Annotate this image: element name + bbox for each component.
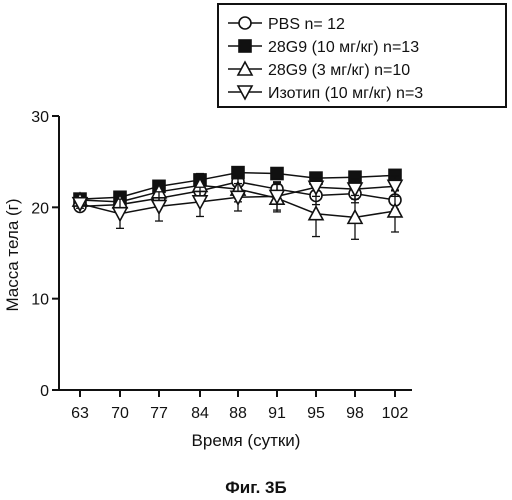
data-point (113, 208, 127, 221)
x-tick-label: 95 (307, 405, 325, 422)
axes: 0 10 20 30 63 70 77 84 88 91 95 98 102 (31, 109, 412, 422)
x-tick-label: 77 (150, 405, 168, 422)
legend-marker (239, 17, 251, 29)
figure-caption: Фиг. 3Б (225, 478, 286, 497)
data-point (271, 168, 283, 180)
y-tick-label: 10 (31, 292, 49, 309)
y-tick-label: 0 (40, 383, 49, 400)
legend-label: Изотип (10 мг/кг) n=3 (268, 85, 423, 102)
legend: PBS n= 12 28G9 (10 мг/кг) n=13 28G9 (3 мг/… (218, 4, 506, 107)
legend-marker (239, 40, 251, 52)
y-tick-label: 30 (31, 109, 49, 126)
x-tick-label: 91 (268, 405, 286, 422)
legend-label: 28G9 (3 мг/кг) n=10 (268, 62, 410, 79)
data-point (309, 207, 323, 220)
x-tick-label: 102 (382, 405, 409, 422)
legend-item-4: Изотип (10 мг/кг) n=3 (228, 85, 423, 102)
y-axis-label: Масса тела (г) (3, 198, 22, 311)
legend-item-3: 28G9 (3 мг/кг) n=10 (228, 62, 410, 79)
x-tick-label: 98 (346, 405, 364, 422)
x-tick-label: 70 (111, 405, 129, 422)
plot-area (73, 167, 402, 240)
x-tick-label: 63 (71, 405, 89, 422)
y-tick-label: 20 (31, 200, 49, 217)
x-axis-label: Время (сутки) (192, 431, 301, 450)
x-tick-label: 88 (229, 405, 247, 422)
legend-label: 28G9 (10 мг/кг) n=13 (268, 39, 419, 56)
legend-item-1: PBS n= 12 (228, 16, 345, 33)
legend-item-2: 28G9 (10 мг/кг) n=13 (228, 39, 419, 56)
legend-label: PBS n= 12 (268, 16, 345, 33)
x-tick-label: 84 (191, 405, 209, 422)
data-point (388, 204, 402, 217)
